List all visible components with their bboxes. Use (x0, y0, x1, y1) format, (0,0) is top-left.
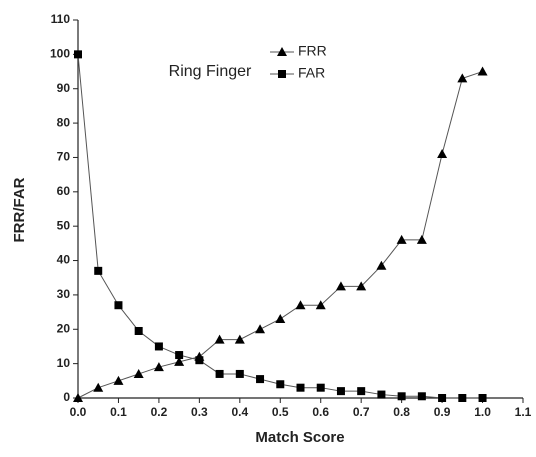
marker (133, 368, 144, 378)
y-tick-label: 70 (57, 150, 71, 164)
marker (316, 383, 325, 392)
marker (113, 375, 124, 385)
marker (315, 300, 326, 310)
marker (416, 234, 427, 244)
x-tick-label: 1.1 (515, 405, 532, 419)
marker (154, 342, 163, 351)
marker (396, 234, 407, 244)
legend-label: FRR (298, 43, 327, 59)
x-tick-label: 0.9 (434, 405, 451, 419)
marker (335, 281, 346, 291)
marker (458, 394, 467, 402)
x-tick-label: 0.4 (231, 405, 248, 419)
y-axis-title: FRR/FAR (11, 177, 28, 242)
y-tick-label: 10 (57, 356, 71, 370)
x-tick-label: 0.2 (151, 405, 168, 419)
marker (234, 334, 245, 344)
y-tick-label: 110 (51, 12, 71, 26)
marker (336, 387, 345, 396)
marker (417, 392, 426, 401)
y-tick-label: 0 (63, 390, 70, 404)
marker (277, 47, 287, 56)
x-tick-label: 0.5 (272, 405, 289, 419)
y-tick-label: 20 (57, 321, 71, 335)
marker (256, 375, 265, 384)
marker (94, 266, 103, 275)
y-tick-label: 30 (57, 287, 71, 301)
marker (134, 326, 143, 335)
marker (93, 382, 104, 392)
legend-title: Ring Finger (169, 63, 252, 80)
marker (295, 300, 306, 310)
marker (478, 394, 487, 402)
marker (73, 393, 83, 402)
marker (275, 313, 286, 323)
marker (235, 369, 244, 378)
y-tick-label: 50 (57, 218, 71, 232)
x-tick-label: 0.8 (393, 405, 410, 419)
y-tick-label: 100 (50, 47, 70, 61)
series-line (77, 54, 483, 399)
marker (397, 392, 406, 401)
marker (457, 73, 468, 83)
x-tick-label: 1.0 (474, 405, 491, 419)
x-tick-label: 0.0 (70, 405, 87, 419)
marker (276, 380, 285, 389)
marker (278, 70, 286, 78)
y-tick-label: 90 (57, 81, 71, 95)
marker (174, 356, 185, 366)
x-tick-label: 0.6 (312, 405, 329, 419)
x-tick-label: 0.3 (191, 405, 208, 419)
marker (296, 383, 305, 392)
marker (74, 50, 82, 59)
marker (195, 356, 204, 365)
marker (376, 260, 387, 270)
series-line (77, 71, 483, 399)
marker (215, 369, 224, 378)
marker (477, 66, 488, 76)
marker (214, 334, 225, 344)
y-tick-label: 40 (57, 253, 71, 267)
x-tick-label: 0.7 (353, 405, 370, 419)
marker (153, 362, 164, 372)
marker (377, 390, 386, 399)
marker (438, 394, 447, 402)
legend-label: FAR (298, 65, 325, 81)
y-tick-label: 80 (57, 115, 71, 129)
x-axis-title: Match Score (255, 429, 344, 446)
x-tick-label: 0.1 (110, 405, 127, 419)
marker (255, 324, 266, 334)
marker (175, 351, 184, 360)
y-tick-label: 60 (57, 184, 71, 198)
marker (437, 149, 448, 159)
marker (114, 301, 123, 310)
marker (357, 387, 366, 396)
marker (356, 281, 367, 291)
